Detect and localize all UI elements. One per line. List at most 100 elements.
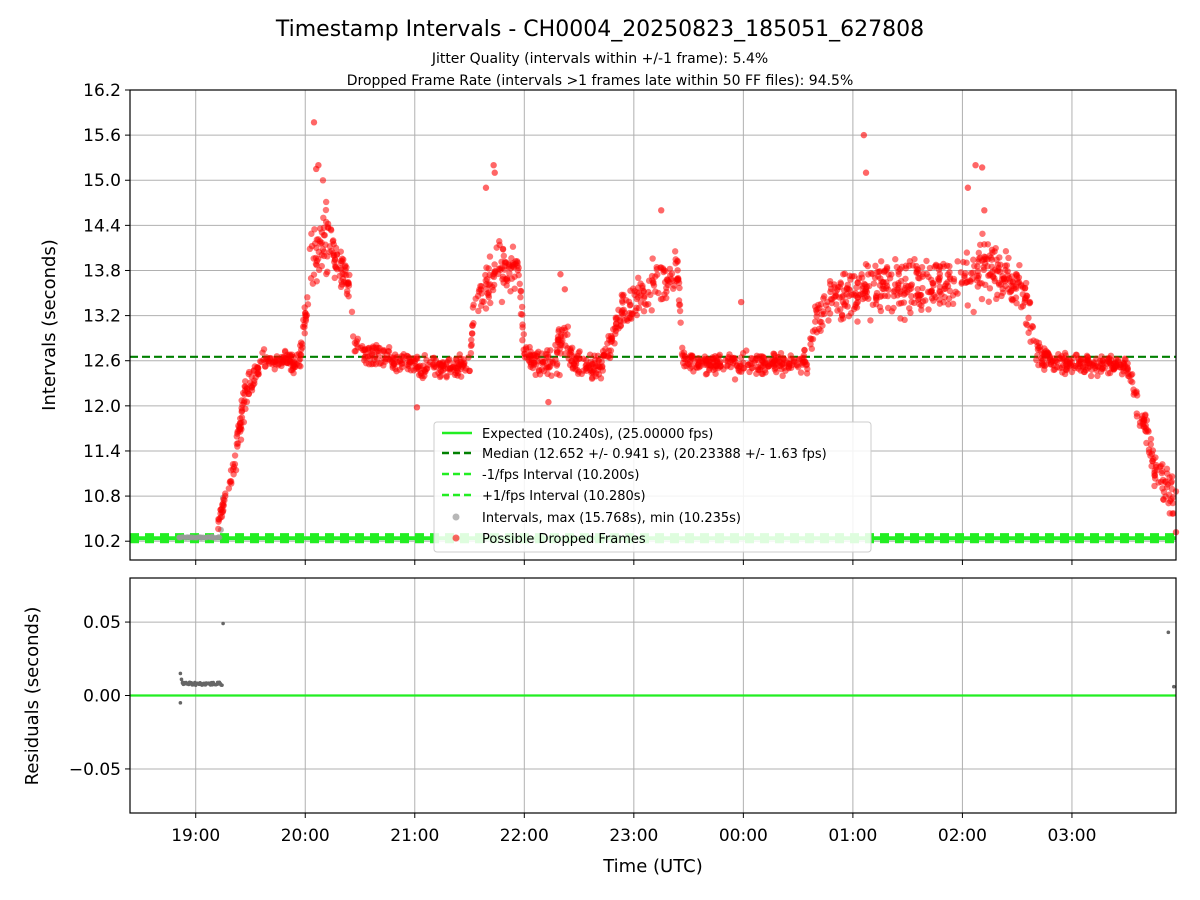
dropped-frame-point	[902, 262, 910, 269]
legend-label-minus-fps: -1/fps Interval (10.200s)	[482, 468, 639, 483]
dropped-frame-point	[227, 467, 235, 474]
dropped-frame-point	[536, 371, 544, 378]
dropped-frame-point	[529, 364, 537, 372]
dropped-frame-point	[246, 368, 253, 376]
dropped-frame-point	[543, 354, 550, 361]
dropped-frame-point	[567, 351, 575, 359]
dropped-frame-point	[239, 389, 247, 397]
dropped-frame-point	[372, 360, 380, 368]
dropped-frame-point	[338, 281, 346, 288]
dropped-frame-point	[837, 316, 845, 323]
dropped-frame-point	[1008, 273, 1016, 280]
dropped-frame-point	[992, 244, 999, 252]
dropped-frame-point	[304, 294, 311, 301]
dropped-frame-point	[1157, 478, 1165, 486]
dropped-frame-point	[934, 275, 942, 282]
dropped-frame-point	[827, 281, 834, 288]
dropped-frame-point	[867, 317, 874, 324]
dropped-frame-point	[548, 372, 555, 379]
dropped-frame-point	[215, 525, 222, 533]
dropped-frame-point	[343, 290, 351, 298]
dropped-frame-point	[854, 298, 862, 306]
dropped-frame-point	[317, 240, 324, 247]
dropped-frame-point	[507, 288, 514, 295]
dropped-frame-point	[260, 346, 268, 353]
dropped-frame-point	[834, 307, 841, 314]
dropped-frame-point	[658, 207, 665, 214]
dropped-frame-point	[985, 298, 992, 305]
dropped-frame-point	[841, 302, 849, 309]
dropped-frame-point	[605, 347, 612, 354]
dropped-frame-point	[1099, 365, 1106, 373]
dropped-frame-point	[812, 306, 820, 314]
top-y-tick-label: 10.8	[83, 487, 121, 507]
interval-point	[217, 534, 223, 541]
dropped-frame-point	[967, 270, 975, 277]
dropped-frame-point	[884, 304, 892, 312]
dropped-frame-point	[813, 313, 820, 320]
dropped-frame-point	[878, 258, 885, 265]
dropped-frame-point	[901, 316, 908, 324]
dropped-frame-point	[242, 405, 249, 413]
dropped-frame-point	[467, 349, 475, 357]
dropped-frame-point	[315, 162, 322, 169]
dropped-frame-point	[301, 330, 308, 337]
dropped-frame-point	[869, 301, 877, 308]
dropped-frame-point	[324, 224, 332, 231]
bottom-y-axis-label: Residuals (seconds)	[22, 607, 43, 786]
chart-subtitle-dropped: Dropped Frame Rate (intervals >1 frames …	[347, 73, 854, 89]
top-y-tick-label: 14.4	[83, 216, 121, 236]
dropped-frame-point	[925, 306, 932, 313]
dropped-frame-point	[1041, 366, 1048, 373]
dropped-frame-point	[831, 294, 838, 301]
dropped-frame-point	[883, 263, 891, 271]
dropped-frame-point	[475, 288, 483, 295]
top-y-tick-label: 11.4	[83, 442, 121, 462]
dropped-frame-point	[988, 263, 995, 270]
dropped-frame-point	[865, 282, 873, 290]
dropped-frame-point	[675, 297, 683, 304]
dropped-frame-point	[731, 355, 739, 363]
dropped-frame-point	[369, 347, 376, 355]
dropped-frame-point	[222, 490, 229, 497]
dropped-frame-point	[238, 414, 246, 421]
dropped-frame-point	[743, 347, 750, 354]
dropped-frame-point	[534, 353, 541, 360]
dropped-frame-point	[506, 270, 513, 277]
dropped-frame-point	[979, 257, 986, 264]
dropped-frame-point	[737, 298, 745, 306]
dropped-frame-point	[738, 368, 745, 375]
dropped-frame-point	[297, 363, 304, 370]
dropped-frame-point	[612, 320, 620, 328]
dropped-frame-point	[487, 299, 494, 307]
dropped-frame-point	[482, 184, 490, 191]
dropped-frame-point	[1090, 359, 1098, 366]
dropped-frame-point	[801, 346, 808, 354]
dropped-frame-point	[1158, 469, 1165, 477]
dropped-frame-point	[290, 362, 298, 369]
residual-point	[1166, 630, 1171, 635]
dropped-frame-point	[627, 301, 634, 308]
dropped-frame-point	[804, 365, 811, 373]
dropped-frame-point	[390, 361, 398, 368]
dropped-frame-point	[324, 253, 331, 260]
top-y-tick-label: 10.2	[83, 532, 121, 552]
bottom-plot-frame	[129, 577, 1177, 814]
top-y-tick-label: 13.8	[83, 261, 121, 281]
dropped-frame-point	[491, 261, 498, 268]
dropped-frame-point	[906, 258, 914, 265]
dropped-frame-point	[640, 308, 648, 315]
dropped-frame-point	[779, 372, 786, 380]
dropped-frame-point	[1047, 361, 1055, 368]
dropped-frame-point	[780, 364, 788, 371]
dropped-frame-point	[625, 314, 633, 322]
dropped-frame-point	[631, 287, 638, 295]
dropped-frame-point	[361, 354, 368, 361]
dropped-frame-point	[913, 269, 920, 276]
dropped-frame-point	[1166, 510, 1173, 517]
dropped-frame-point	[1080, 368, 1088, 376]
dropped-frame-point	[919, 270, 927, 278]
dropped-frame-point	[308, 230, 315, 237]
dropped-frame-point	[331, 256, 339, 263]
dropped-frame-point	[482, 305, 490, 312]
